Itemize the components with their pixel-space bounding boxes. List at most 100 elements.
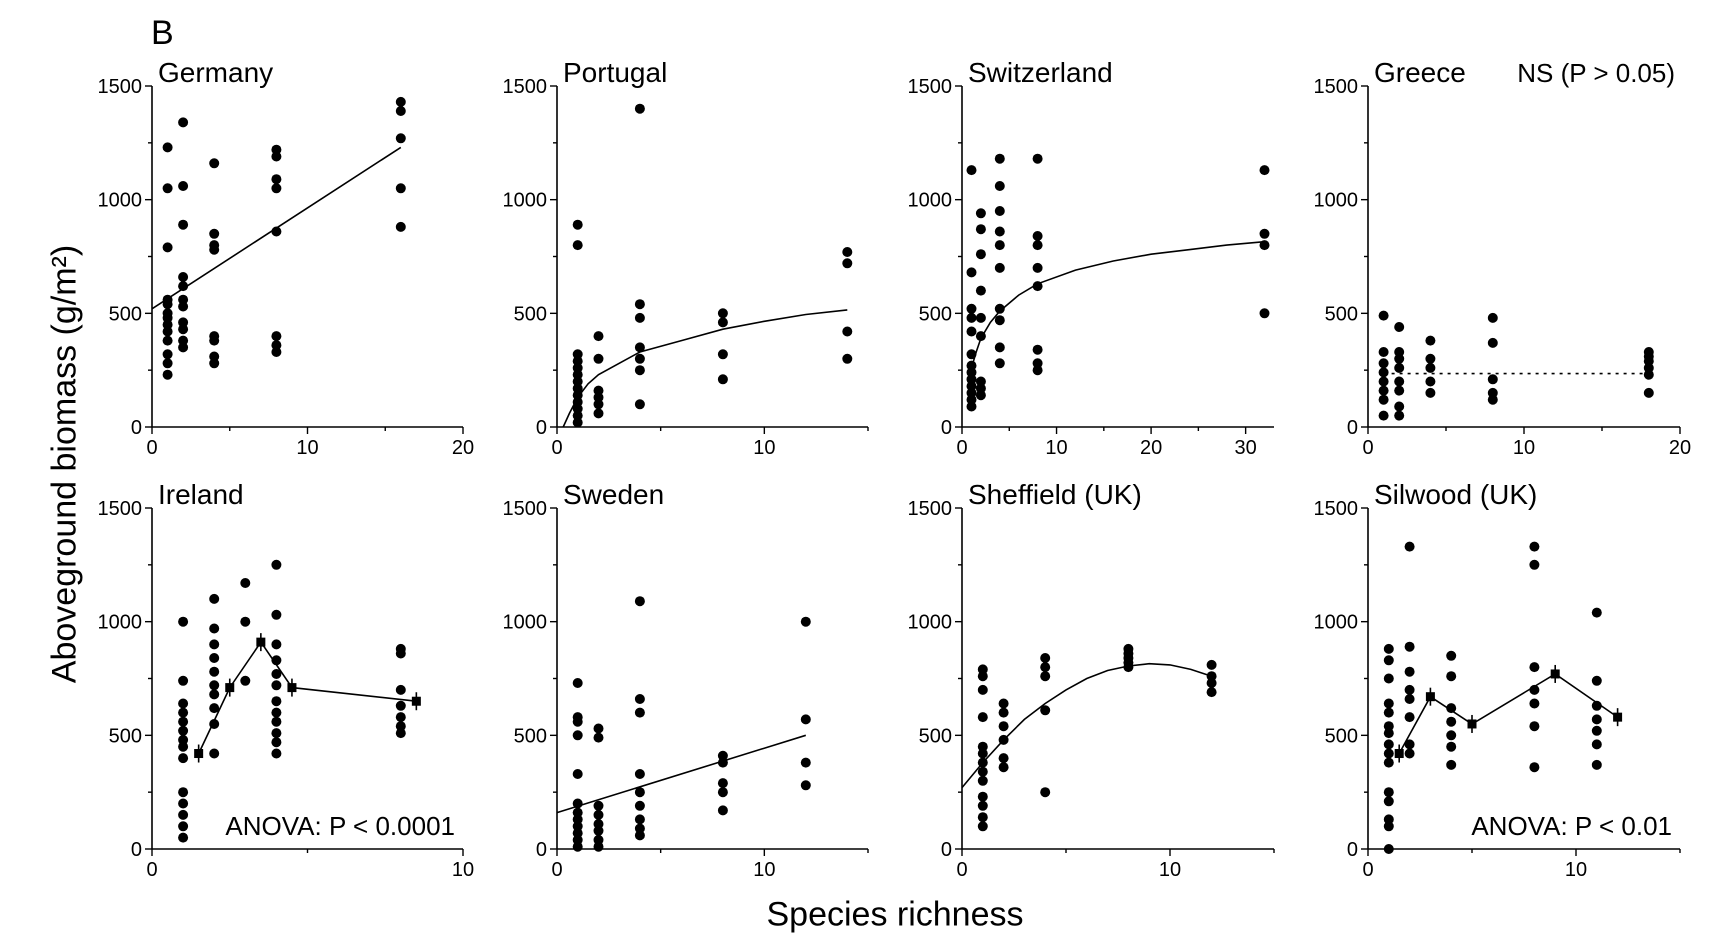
data-point	[1378, 358, 1389, 369]
data-point	[634, 830, 645, 841]
data-point	[634, 707, 645, 718]
data-point	[572, 730, 583, 741]
data-point	[1383, 844, 1394, 854]
data-point	[1446, 759, 1457, 770]
data-point	[162, 142, 173, 153]
data-point	[1425, 387, 1436, 398]
data-point	[395, 221, 406, 232]
data-point	[162, 308, 173, 319]
data-point	[998, 762, 1009, 773]
data-point	[975, 249, 986, 260]
data-point	[271, 144, 282, 155]
data-point	[1529, 541, 1540, 552]
data-point	[1040, 705, 1051, 716]
x-tick-label: 10	[296, 437, 318, 459]
data-point	[271, 639, 282, 650]
data-point	[240, 675, 251, 686]
data-point	[1040, 662, 1051, 673]
data-point	[1206, 671, 1217, 682]
data-point	[271, 716, 282, 727]
data-point	[271, 331, 282, 342]
data-point	[395, 728, 406, 739]
panel-letter: B	[151, 14, 174, 52]
panel-germany: 0 500 1000 1500 0 10 20 Germany	[98, 57, 475, 459]
data-point	[271, 728, 282, 739]
data-point	[593, 723, 604, 734]
y-tick-label: 0	[536, 417, 547, 439]
data-point	[634, 299, 645, 310]
data-point	[1529, 762, 1540, 773]
data-point	[178, 181, 189, 191]
data-point	[1259, 240, 1270, 251]
data-point	[178, 734, 189, 745]
data-point	[994, 226, 1005, 237]
data-point	[1446, 671, 1457, 682]
data-point	[1529, 662, 1540, 673]
data-point	[1378, 410, 1389, 421]
data-point	[975, 285, 986, 296]
data-point	[994, 303, 1005, 314]
data-point	[1040, 787, 1051, 798]
data-point	[800, 616, 811, 627]
y-tick-label: 500	[109, 303, 142, 325]
x-tick-label: 20	[1140, 437, 1162, 459]
data-point	[1383, 643, 1394, 654]
data-point	[178, 272, 189, 282]
data-point	[178, 798, 189, 809]
data-point	[1383, 673, 1394, 684]
data-point	[994, 342, 1005, 353]
data-point	[1383, 821, 1394, 832]
data-point	[162, 335, 173, 346]
data-point	[395, 183, 406, 194]
data-point	[1032, 358, 1043, 369]
x-tick-label: 10	[1045, 437, 1067, 459]
data-point	[1206, 687, 1217, 698]
data-point	[1032, 262, 1043, 273]
x-tick-label: 10	[1565, 859, 1587, 881]
y-tick-label: 0	[941, 417, 952, 439]
data-point	[977, 821, 988, 832]
data-point	[1259, 228, 1270, 239]
y-tick-label: 500	[514, 725, 547, 747]
data-point	[1378, 310, 1389, 321]
data-point	[1446, 716, 1457, 727]
y-tick-label: 0	[1347, 839, 1358, 861]
data-point	[1383, 707, 1394, 718]
y-tick-label: 500	[514, 303, 547, 325]
data-point	[994, 181, 1005, 191]
data-point	[800, 714, 811, 725]
anova-annotation: ANOVA: P < 0.0001	[225, 811, 455, 841]
data-point	[1032, 344, 1043, 355]
data-point	[593, 399, 604, 410]
data-point	[966, 303, 977, 314]
data-point	[271, 669, 282, 679]
data-point	[572, 769, 583, 779]
data-point	[994, 206, 1005, 216]
panel-title: Greece	[1374, 57, 1466, 88]
data-point	[975, 331, 986, 342]
data-point	[209, 639, 220, 650]
data-point	[1378, 347, 1389, 357]
data-point	[1394, 401, 1405, 412]
x-tick-label: 0	[146, 437, 157, 459]
panel-title: Sheffield (UK)	[968, 479, 1142, 510]
y-tick-label: 1500	[908, 76, 953, 98]
data-point	[1383, 698, 1394, 709]
data-point	[1383, 728, 1394, 739]
data-point	[966, 267, 977, 278]
x-tick-label: 0	[1362, 437, 1373, 459]
x-tick-label: 10	[1513, 437, 1535, 459]
data-point	[717, 317, 728, 328]
data-point	[1032, 365, 1043, 376]
y-tick-label: 1500	[98, 498, 143, 520]
data-point	[209, 593, 220, 604]
data-point	[634, 694, 645, 704]
data-point	[994, 262, 1005, 273]
data-point	[271, 226, 282, 237]
data-point	[593, 732, 604, 743]
data-point	[1446, 703, 1457, 714]
data-point	[977, 741, 988, 752]
data-point	[593, 385, 604, 396]
data-point	[634, 596, 645, 607]
data-point	[209, 748, 220, 759]
